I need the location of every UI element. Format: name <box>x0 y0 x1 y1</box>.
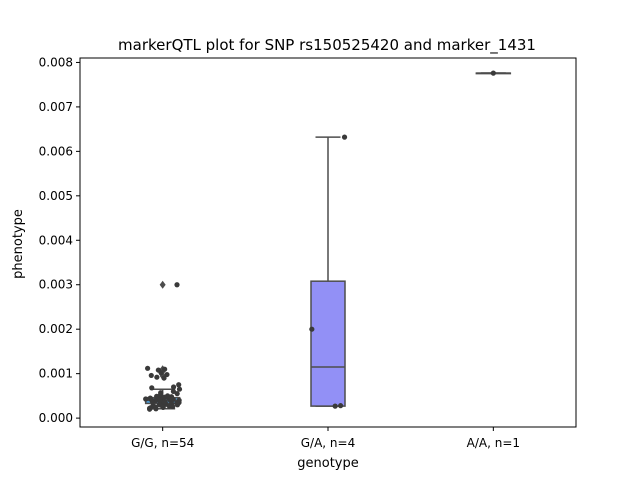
x-axis-label: genotype <box>297 456 358 471</box>
y-tick-label: 0.005 <box>39 189 73 203</box>
data-point <box>160 404 166 411</box>
box-body <box>310 280 346 407</box>
data-point <box>162 366 168 372</box>
data-point <box>174 282 180 288</box>
data-point <box>149 385 155 391</box>
y-tick-label: 0.008 <box>39 55 73 69</box>
data-point <box>176 386 183 392</box>
data-point <box>158 370 164 376</box>
y-tick-label: 0.002 <box>39 322 73 336</box>
plot-frame <box>79 57 577 428</box>
data-point <box>153 406 159 412</box>
chart-title: markerQTL plot for SNP rs150525420 and m… <box>118 36 536 55</box>
data-point <box>176 382 182 388</box>
y-tick-label: 0.006 <box>39 144 73 158</box>
x-tick-label: G/G, n=54 <box>131 436 194 450</box>
data-point <box>337 403 344 409</box>
y-axis-label: phenotype <box>11 209 26 279</box>
x-tick-label: G/A, n=4 <box>301 436 355 450</box>
data-point <box>170 384 177 390</box>
data-point <box>170 396 176 403</box>
y-tick-label: 0.007 <box>39 100 73 114</box>
outlier-marker <box>159 280 166 289</box>
x-tick-label: A/A, n=1 <box>467 436 520 450</box>
data-point <box>147 406 153 412</box>
y-tick-label: 0.001 <box>39 367 73 381</box>
data-point <box>174 402 181 408</box>
data-point <box>161 375 167 381</box>
plot-area: 0.000 0.001 0.002 0.003 0.004 0.005 0.006 0.007… <box>39 55 520 450</box>
data-point <box>164 371 170 378</box>
data-point <box>332 403 338 409</box>
data-point <box>170 403 176 410</box>
data-point <box>145 365 151 371</box>
data-point <box>170 388 177 395</box>
data-point <box>161 399 168 405</box>
data-point <box>341 134 348 140</box>
y-tick-label: 0.003 <box>39 278 73 292</box>
y-tick-label: 0.004 <box>39 233 73 247</box>
data-point <box>149 399 156 405</box>
data-point <box>148 372 154 379</box>
data-point <box>154 374 160 380</box>
data-point <box>143 396 149 402</box>
data-point <box>174 391 180 397</box>
data-point <box>156 402 163 408</box>
data-point <box>490 70 496 76</box>
data-point <box>309 326 315 332</box>
y-tick-label: 0.000 <box>39 411 73 425</box>
